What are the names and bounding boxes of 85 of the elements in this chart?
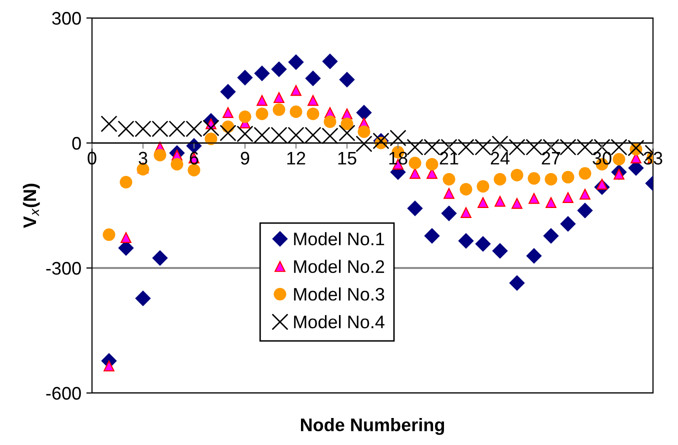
point [237,70,253,86]
point [220,84,236,100]
point [458,233,474,249]
point [222,107,234,118]
point [358,126,370,138]
point [475,236,491,252]
point [170,158,184,170]
point [612,153,626,166]
point [424,228,440,244]
legend-label: Model No.4 [294,315,384,328]
point [494,196,506,207]
y-axis-title: V$_{x}$(N) [22,184,40,228]
point [528,172,540,185]
point [188,164,200,176]
point [510,168,524,182]
point [100,116,118,132]
point [476,180,490,193]
x-tick-label: 21 [440,152,458,164]
point [306,108,320,120]
point [544,173,558,186]
point [410,168,420,179]
point [528,193,540,204]
point [460,207,472,218]
point [290,106,302,118]
point [254,66,270,82]
x-tick-label: 9 [240,152,250,165]
point [339,72,355,88]
x-tick-label: 30 [592,152,612,165]
point [494,173,506,186]
point [577,202,593,218]
legend-label: Model No.2 [294,260,384,274]
point [441,206,457,222]
point [526,248,542,264]
point [120,232,132,243]
point [342,108,352,120]
point [322,53,338,70]
point [512,198,522,209]
point [356,104,372,120]
point [442,173,456,186]
point [408,156,422,170]
point [290,85,302,96]
point [238,110,252,123]
point [426,158,438,170]
y-tick-label: 300 [52,12,81,25]
point [152,250,168,266]
point [308,95,318,106]
point [305,70,321,86]
point [444,188,454,199]
y-tick-label: -600 [46,386,81,400]
point [288,54,304,70]
point [578,167,592,180]
point [478,197,488,208]
point [104,360,114,372]
point [580,188,590,200]
point [120,176,132,188]
point [324,116,336,128]
point [492,136,508,152]
legend-label: Model No.3 [294,287,384,301]
point [560,216,576,232]
point [460,183,472,196]
point [562,192,574,203]
x-tick-label: 24 [490,152,510,164]
point [492,243,508,259]
point [102,228,116,241]
point [272,103,286,116]
point [256,108,268,120]
point [256,95,268,106]
y-tick-label: 0 [72,136,81,150]
x-tick-label: 3 [138,152,148,165]
point [154,148,166,162]
point [340,118,354,130]
x-tick-label: 6 [190,152,198,165]
y-tick-label: -300 [46,262,81,275]
point [546,197,556,208]
x-tick-label: 12 [287,152,306,164]
point [562,170,574,184]
legend-label: Model No.1 [294,232,384,246]
point [509,275,525,291]
point [543,228,559,244]
x-axis-title: Node Numbering [300,418,444,435]
point [271,61,287,78]
point [274,92,284,103]
point [407,200,423,216]
point [135,290,151,306]
x-tick-label: 15 [338,152,356,165]
